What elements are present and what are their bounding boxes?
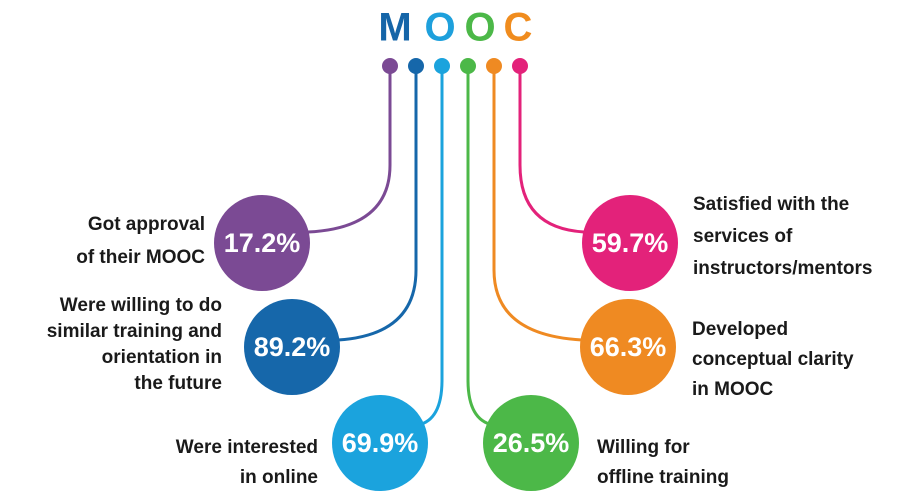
connector <box>337 66 418 342</box>
label: Were interested <box>176 437 318 458</box>
title-letter: O <box>464 6 495 50</box>
value: 66.3% <box>590 332 667 362</box>
connector <box>492 66 583 342</box>
connector <box>518 66 585 234</box>
label: conceptual clarity <box>692 349 854 370</box>
label: Willing for <box>597 437 690 458</box>
value-circle <box>244 299 340 395</box>
label: similar training and <box>47 321 222 342</box>
value: 69.9% <box>342 428 419 458</box>
connector <box>417 66 444 427</box>
dot <box>434 58 450 74</box>
label: instructors/mentors <box>693 258 872 279</box>
label: in online <box>240 467 318 488</box>
value: 17.2% <box>224 228 301 258</box>
connector <box>307 66 392 234</box>
title-letter: M <box>378 6 411 50</box>
value-circle <box>332 395 428 491</box>
dot <box>408 58 424 74</box>
label: offline training <box>597 467 729 488</box>
dot <box>512 58 528 74</box>
dot <box>382 58 398 74</box>
value: 59.7% <box>592 228 669 258</box>
title-letter: C <box>504 6 533 50</box>
value-circle <box>214 195 310 291</box>
label: Were willing to do <box>60 295 222 316</box>
label: Developed <box>692 319 788 340</box>
label: services of <box>693 226 793 247</box>
value-circle <box>483 395 579 491</box>
dot <box>486 58 502 74</box>
value-circle <box>580 299 676 395</box>
connector <box>466 66 494 427</box>
dot <box>460 58 476 74</box>
value: 26.5% <box>493 428 570 458</box>
label: orientation in <box>102 347 222 368</box>
label: Satisfied with the <box>693 194 849 215</box>
label: the future <box>134 373 222 394</box>
label: Got approval <box>88 214 205 235</box>
label: in MOOC <box>692 379 774 400</box>
title-letter: O <box>424 6 455 50</box>
value-circle <box>582 195 678 291</box>
value: 89.2% <box>254 332 331 362</box>
label: of their MOOC <box>76 247 205 268</box>
